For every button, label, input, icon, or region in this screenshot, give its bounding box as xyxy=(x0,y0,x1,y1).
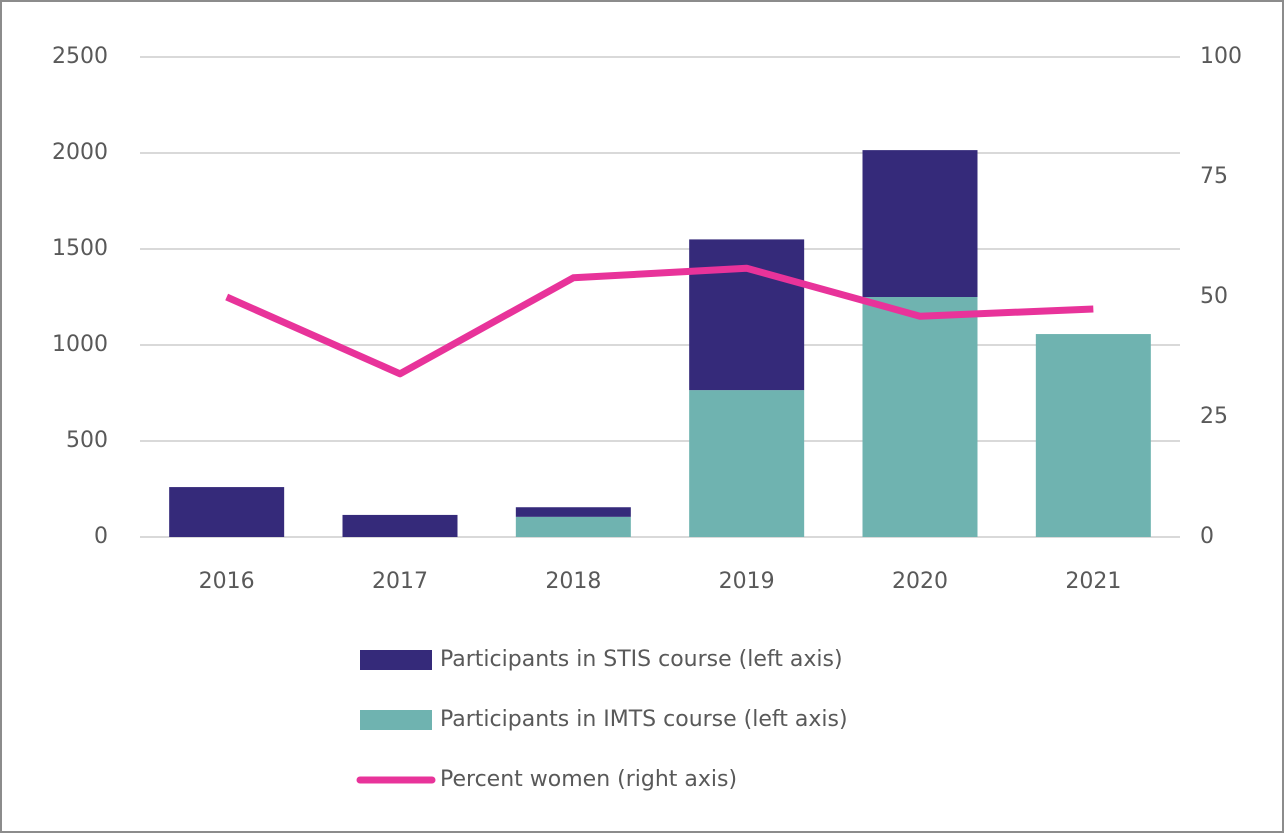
legend-label: Participants in STIS course (left axis) xyxy=(440,647,843,672)
bar xyxy=(1035,334,1151,537)
bar xyxy=(689,239,805,391)
x-tick-label: 2021 xyxy=(1065,569,1121,594)
legend-swatch xyxy=(360,650,432,670)
line-series xyxy=(225,264,1094,378)
bar xyxy=(342,514,458,537)
y2-tick-label: 75 xyxy=(1200,164,1228,189)
x-tick-label: 2020 xyxy=(892,569,948,594)
bar xyxy=(515,507,631,517)
y-tick-label: 500 xyxy=(66,428,108,453)
y2-tick-label: 25 xyxy=(1200,404,1228,429)
y2-tick-label: 100 xyxy=(1200,44,1242,69)
x-tick-label: 2016 xyxy=(199,569,255,594)
bar xyxy=(169,487,285,537)
x-tick-label: 2017 xyxy=(372,569,428,594)
y-tick-label: 2000 xyxy=(52,140,108,165)
y2-tick-label: 0 xyxy=(1200,524,1214,549)
bar xyxy=(515,516,631,537)
legend-swatch xyxy=(360,710,432,730)
y2-tick-label: 50 xyxy=(1200,284,1228,309)
x-tick-label: 2018 xyxy=(545,569,601,594)
bar xyxy=(862,150,978,297)
y-tick-label: 1000 xyxy=(52,332,108,357)
legend-label: Participants in IMTS course (left axis) xyxy=(440,707,848,732)
y-tick-label: 1500 xyxy=(52,236,108,261)
bar xyxy=(862,297,978,537)
x-tick-label: 2019 xyxy=(719,569,775,594)
y-tick-label: 0 xyxy=(94,524,108,549)
legend-label: Percent women (right axis) xyxy=(440,767,737,792)
y-tick-label: 2500 xyxy=(52,44,108,69)
bar xyxy=(689,390,805,537)
